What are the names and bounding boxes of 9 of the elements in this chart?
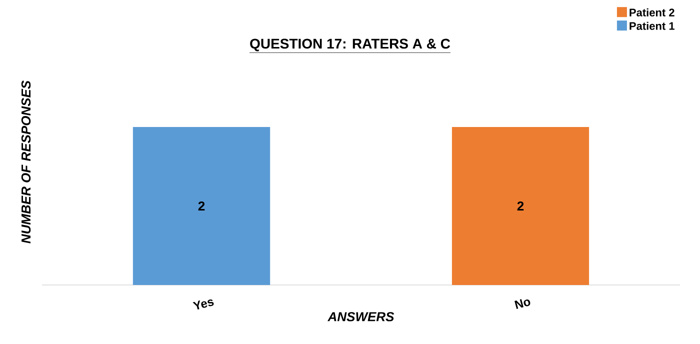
x-axis-title: ANSWERS: [328, 312, 394, 322]
x-tick-label: No: [514, 299, 530, 309]
data-label: 2: [517, 201, 524, 211]
chart-title: QUESTION 17: RATERS A & C: [250, 38, 450, 52]
y-axis-title: NUMBER OF RESPONSES: [21, 80, 31, 244]
x-tick-label: Yes: [192, 299, 214, 310]
legend-label: Patient 1: [630, 22, 674, 30]
legend-label: Patient 2: [630, 8, 674, 16]
data-label: 2: [198, 201, 205, 211]
